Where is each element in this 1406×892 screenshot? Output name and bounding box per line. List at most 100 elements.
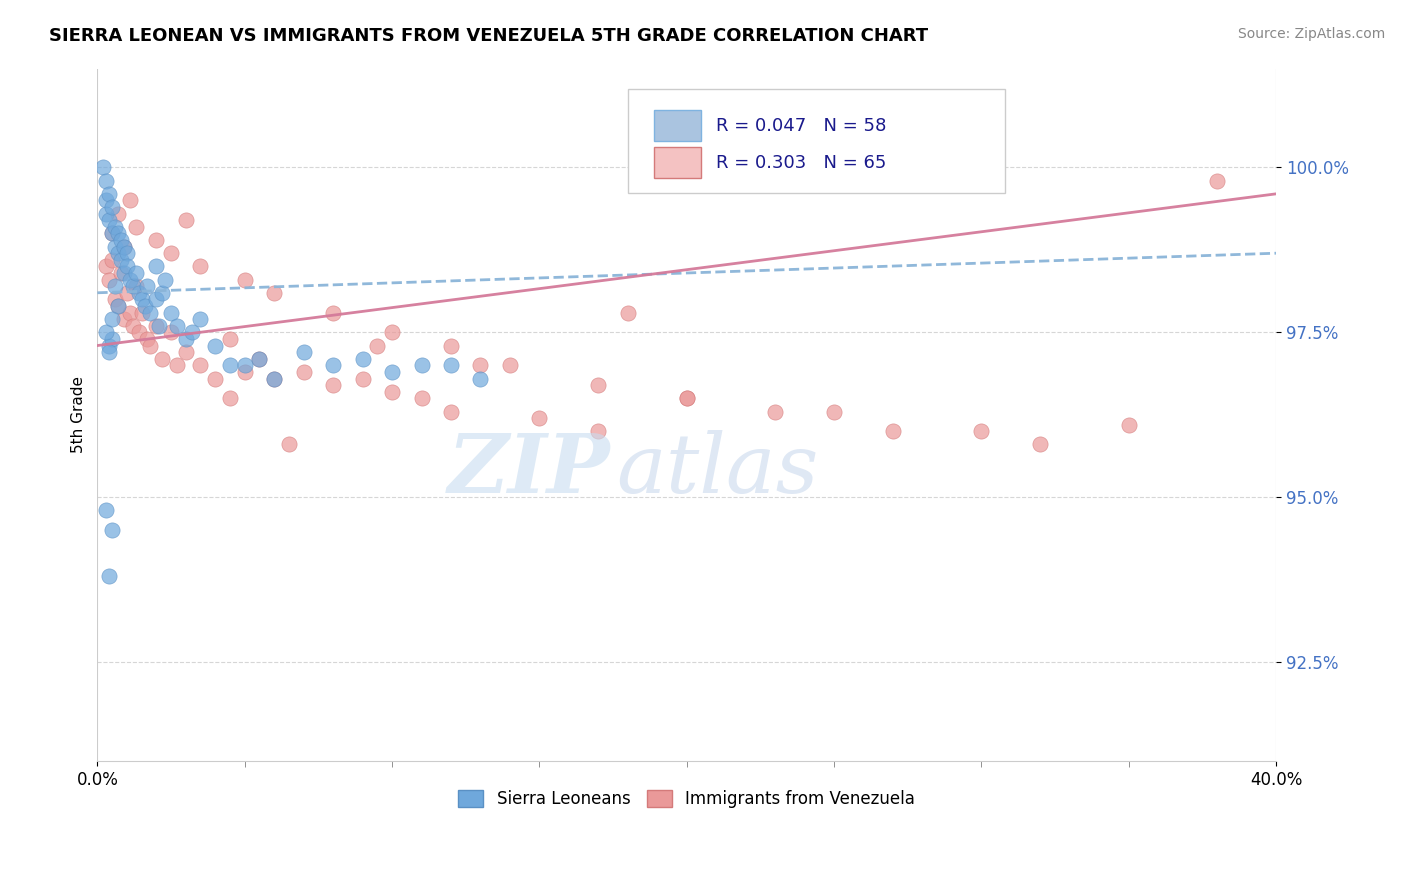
Point (101, 227, 124, 241)
Point (118, 272, 141, 286)
Point (118, 194, 141, 208)
Point (104, 279, 127, 293)
Point (411, 359, 433, 373)
Text: Source: ZipAtlas.com: Source: ZipAtlas.com (1237, 27, 1385, 41)
Point (136, 279, 159, 293)
Point (96, 206, 118, 220)
Point (115, 260, 138, 274)
Point (112, 239, 135, 253)
Point (160, 246, 183, 260)
Point (98, 272, 121, 286)
Point (139, 338, 162, 352)
Point (411, 392, 433, 406)
Point (110, 233, 132, 247)
FancyBboxPatch shape (654, 110, 700, 141)
Point (322, 359, 344, 373)
Text: SIERRA LEONEAN VS IMMIGRANTS FROM VENEZUELA 5TH GRADE CORRELATION CHART: SIERRA LEONEAN VS IMMIGRANTS FROM VENEZU… (49, 27, 928, 45)
Point (101, 312, 124, 326)
Point (104, 219, 127, 234)
Point (277, 437, 299, 451)
Point (139, 305, 162, 319)
Point (174, 213, 197, 227)
Point (128, 326, 150, 340)
Point (107, 299, 129, 313)
Point (104, 239, 127, 253)
Point (322, 378, 344, 392)
Point (381, 365, 404, 379)
FancyBboxPatch shape (654, 147, 700, 178)
Point (107, 299, 129, 313)
Point (112, 312, 135, 326)
Point (970, 425, 993, 439)
Point (190, 260, 212, 274)
Point (352, 351, 374, 366)
Point (219, 392, 242, 406)
Point (101, 523, 124, 537)
Point (1029, 437, 1052, 451)
Point (145, 233, 167, 247)
Point (381, 384, 404, 399)
Point (98, 569, 121, 583)
Point (174, 332, 197, 346)
Point (128, 285, 150, 300)
Point (124, 219, 146, 234)
Point (107, 246, 129, 260)
Point (131, 305, 153, 319)
Point (98, 213, 121, 227)
Point (470, 371, 492, 385)
Point (115, 285, 138, 300)
Point (160, 305, 183, 319)
Point (101, 252, 124, 267)
Point (96, 174, 118, 188)
Point (675, 392, 697, 406)
Point (153, 272, 176, 286)
Point (96, 326, 118, 340)
Point (96, 260, 118, 274)
Point (263, 371, 285, 385)
Point (112, 239, 135, 253)
Point (96, 194, 118, 208)
Point (763, 404, 786, 418)
Point (233, 272, 256, 286)
Point (174, 345, 197, 359)
Point (104, 293, 127, 307)
Point (98, 338, 121, 352)
Point (263, 285, 285, 300)
Point (249, 351, 271, 366)
Point (588, 425, 610, 439)
Point (112, 266, 135, 280)
Legend: Sierra Leoneans, Immigrants from Venezuela: Sierra Leoneans, Immigrants from Venezue… (451, 783, 922, 815)
Text: ZIP: ZIP (447, 430, 610, 510)
Point (124, 266, 146, 280)
Point (115, 246, 138, 260)
FancyBboxPatch shape (628, 89, 1005, 194)
Point (190, 359, 212, 373)
Point (322, 305, 344, 319)
Point (1206, 174, 1229, 188)
Point (440, 338, 463, 352)
Point (124, 279, 146, 293)
Point (617, 305, 640, 319)
Point (440, 404, 463, 418)
Point (110, 266, 132, 280)
Point (440, 359, 463, 373)
Point (204, 371, 226, 385)
Point (219, 359, 242, 373)
Point (292, 365, 315, 379)
Point (131, 293, 153, 307)
Point (134, 299, 156, 313)
Point (121, 318, 143, 333)
Point (91, 161, 114, 175)
Point (366, 338, 388, 352)
Point (499, 359, 522, 373)
Point (233, 365, 256, 379)
Text: R = 0.047   N = 58: R = 0.047 N = 58 (716, 117, 887, 135)
Point (233, 359, 256, 373)
Point (118, 305, 141, 319)
Point (150, 351, 173, 366)
Point (292, 345, 315, 359)
Point (675, 392, 697, 406)
Point (1118, 417, 1140, 432)
Point (150, 285, 173, 300)
Point (352, 371, 374, 385)
